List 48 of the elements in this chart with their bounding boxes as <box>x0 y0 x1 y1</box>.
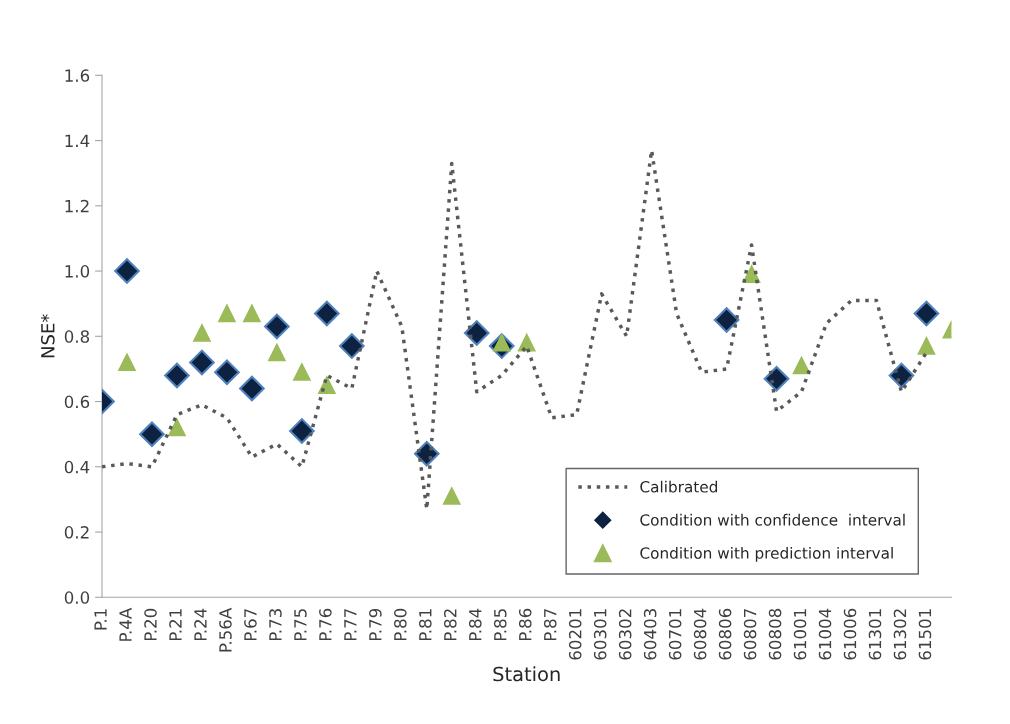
x-tick-label: 61006 <box>843 608 857 660</box>
x-tick-label: P.24 <box>194 608 207 641</box>
x-tick-label: P.77 <box>344 609 357 641</box>
x-tick-label: P.21 <box>169 609 182 641</box>
y-tick-label: 0.6 <box>64 395 90 409</box>
y-axis-title: NSE* <box>40 314 55 358</box>
x-tick-label: P.67 <box>244 609 257 641</box>
x-tick-label: P.87 <box>543 609 557 641</box>
x-tick-label: P.73 <box>269 609 282 641</box>
legend-label: Condition with prediction interval <box>640 546 893 562</box>
x-tick-label: 60301 <box>593 609 607 660</box>
x-tick-label: P.1 <box>94 609 107 630</box>
x-tick-label: P.86 <box>518 608 532 641</box>
y-tick-label: 1.2 <box>65 199 89 213</box>
y-tick-label: 1.0 <box>65 265 90 278</box>
x-tick-label: P.79 <box>369 608 382 641</box>
x-tick-label: P.75 <box>294 609 307 641</box>
y-tick-label: 1.6 <box>65 69 90 82</box>
x-tick-label: 60403 <box>643 609 657 660</box>
legend-label: Condition with confidence interval <box>640 513 905 526</box>
y-tick-label: 0.8 <box>64 330 90 343</box>
x-axis-title: Station <box>493 666 560 682</box>
x-tick-label: 61302 <box>893 609 907 660</box>
y-tick-label: 0.2 <box>64 526 89 539</box>
x-tick-label: 61301 <box>868 609 882 660</box>
x-tick-label: 60701 <box>668 609 682 660</box>
x-tick-label: 60808 <box>768 608 782 660</box>
x-tick-label: P.80 <box>394 608 407 641</box>
y-tick-label: 0.4 <box>64 460 90 474</box>
x-tick-label: 60804 <box>693 608 707 660</box>
legend-label: Calibrated <box>640 480 718 493</box>
x-tick-label: 61001 <box>793 609 807 660</box>
y-tick-label: 0.0 <box>64 591 90 604</box>
x-tick-label: P.84 <box>468 608 482 641</box>
x-tick-label: P.4A <box>119 607 132 641</box>
x-tick-label: 60806 <box>718 608 732 660</box>
x-tick-label: P.76 <box>319 608 332 641</box>
x-tick-label: P.81 <box>419 609 432 641</box>
x-tick-label: P.20 <box>144 608 157 641</box>
x-tick-label: 61501 <box>918 609 932 660</box>
y-tick-label: 1.4 <box>65 134 90 147</box>
x-tick-label: 60807 <box>743 609 757 660</box>
x-tick-label: P.56A <box>219 607 232 652</box>
x-tick-label: 60302 <box>618 609 632 660</box>
x-tick-label: 60201 <box>568 609 582 660</box>
x-tick-label: 61004 <box>818 608 832 660</box>
x-tick-label: P.85 <box>493 609 507 641</box>
x-tick-label: P.82 <box>444 609 457 641</box>
